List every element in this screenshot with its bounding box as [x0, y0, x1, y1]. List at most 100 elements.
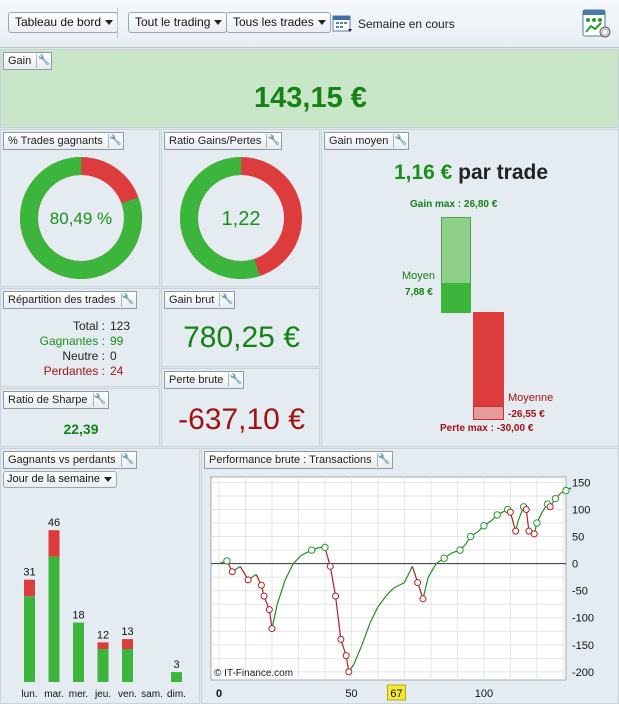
gain-marker: [551, 494, 560, 503]
bar-losers: [122, 639, 133, 649]
repartition-title-text: Répartition des trades: [8, 294, 116, 306]
gain-marker: [223, 557, 231, 565]
performance-title-text: Performance brute : Transactions: [209, 454, 372, 466]
max-loss-value: -30,00 €: [496, 423, 534, 434]
wrench-icon[interactable]: 🔧: [36, 54, 50, 68]
wrench-icon[interactable]: 🔧: [266, 134, 281, 148]
avg-gain-value: 1,16 €: [393, 161, 453, 184]
repartition-title: Répartition des trades 🔧: [3, 291, 137, 309]
x-tick-label: 50: [345, 688, 357, 700]
loss-marker: [419, 595, 427, 603]
avg-loss-label: Moyenne: [508, 392, 554, 404]
loss-marker: [522, 505, 530, 513]
dashboard-dropdown-label: Tableau de bord: [15, 15, 102, 29]
bar-total-label: 3: [173, 659, 179, 671]
ratio-panel: Ratio Gains/Pertes 🔧 1,22: [161, 129, 320, 287]
wrench-icon[interactable]: 🔧: [92, 393, 107, 407]
avg-loss-bar: [473, 406, 504, 420]
gross-gain-title-text: Gain brut: [169, 294, 215, 306]
period-label[interactable]: Semaine en cours: [358, 17, 455, 31]
gross-loss-value: -637,10 €: [178, 403, 305, 436]
repartition-values: 123 99 0 24: [110, 319, 130, 379]
performance-segment: [361, 622, 371, 646]
chevron-down-icon: [317, 20, 326, 25]
wrench-icon[interactable]: 🔧: [228, 373, 243, 387]
bar-winners: [171, 672, 182, 682]
dashboard-settings-icon[interactable]: [582, 8, 612, 40]
bar-total-label: 18: [72, 610, 84, 622]
wrench-icon[interactable]: 🔧: [120, 453, 135, 467]
day-filter-dropdown[interactable]: Jour de la semaine: [3, 471, 117, 488]
gain-marker: [480, 522, 488, 530]
gross-loss-title: Perte brute 🔧: [164, 371, 245, 389]
bar-category-label: mer.: [69, 689, 88, 700]
loss-marker: [525, 527, 533, 535]
bar-total-label: 46: [48, 517, 60, 529]
pct-winners-donut: [20, 157, 142, 279]
loss-marker: [244, 576, 252, 584]
performance-panel: Performance brute : Transactions 🔧 150 100…: [201, 448, 619, 704]
neutral-value: 0: [110, 349, 117, 363]
sharpe-title-text: Ratio de Sharpe: [8, 394, 88, 406]
performance-segment: [329, 566, 337, 597]
loss-marker: [512, 527, 520, 535]
y-tick-label: 0: [572, 559, 578, 571]
dashboard-dropdown[interactable]: Tableau de bord: [8, 12, 119, 33]
gross-gain-value: 780,25 €: [183, 321, 300, 354]
avg-win-bar: [441, 283, 471, 313]
copyright-label: © IT-Finance.com: [214, 668, 293, 679]
y-tick-label: -50: [572, 586, 588, 598]
loss-marker: [332, 592, 340, 600]
gain-marker: [466, 532, 475, 541]
performance-segment: [525, 509, 530, 532]
winners-vs-losers-title-text: Gagnants vs perdants: [8, 454, 116, 466]
bar-winners: [48, 556, 60, 682]
x-tick-label: 100: [475, 688, 493, 700]
winners-value: 99: [110, 334, 124, 348]
bar-category-label: mar.: [44, 689, 63, 700]
trades-dropdown[interactable]: Tous les trades: [226, 12, 331, 33]
gain-marker: [533, 519, 541, 527]
gain-title-text: Gain: [8, 55, 32, 67]
ratio-arc: [180, 157, 302, 279]
weekday-bar-chart: 31 lun. 46 mar. 18 mer. 12 jeu. 13 ven. sam. 3 dim.: [21, 517, 186, 700]
x-tick-label: 0: [216, 688, 222, 700]
wrench-icon[interactable]: 🔧: [219, 293, 233, 307]
calendar-icon[interactable]: [332, 13, 354, 35]
chevron-down-icon: [103, 477, 112, 482]
winners-label: Gagnantes :: [39, 334, 105, 348]
loss-marker: [414, 579, 422, 587]
pct-winners-panel: % Trades gagnants 🔧 80,49 %: [0, 129, 160, 287]
performance-segment: [393, 584, 400, 589]
wrench-icon[interactable]: 🔧: [107, 134, 122, 148]
losers-label: Perdantes :: [43, 364, 105, 378]
winners-vs-losers-title: Gagnants vs perdants 🔧: [3, 451, 137, 469]
performance-segment: [403, 571, 411, 583]
winners-vs-losers-panel: Gagnants vs perdants 🔧 Jour de la semaine…: [0, 448, 200, 704]
bar-total-label: 31: [23, 567, 35, 579]
performance-segment: [369, 606, 379, 624]
wrench-icon[interactable]: 🔧: [120, 293, 135, 307]
avg-gain-headline: 1,16 € par trade: [322, 161, 618, 185]
loss-marker: [530, 530, 538, 538]
total-label: Total :: [72, 319, 105, 333]
sharpe-panel: Ratio de Sharpe 🔧 22,39: [0, 388, 160, 447]
y-tick-label: -100: [572, 613, 594, 625]
repartition-labels: Total : Gagnantes : Neutre : Perdantes :: [1, 319, 105, 379]
chevron-down-icon: [105, 20, 114, 25]
trading-dropdown[interactable]: Tout le trading: [128, 12, 228, 33]
pct-winners-value: 80,49 %: [49, 209, 113, 228]
bar-category-label: jeu.: [94, 689, 111, 700]
sharpe-title: Ratio de Sharpe 🔧: [3, 391, 109, 409]
loss-marker: [265, 606, 273, 614]
avg-gain-panel: Gain moyen 🔧 1,16 € par trade Gain max : …: [321, 129, 619, 447]
highlight-x-label: 67: [390, 688, 402, 700]
wrench-icon[interactable]: 🔧: [393, 134, 408, 148]
avg-win-value: 7,88 €: [405, 287, 433, 298]
performance-segment: [334, 596, 342, 640]
max-loss-label-text: Perte max :: [440, 423, 494, 434]
sharpe-value: 22,39: [63, 421, 99, 437]
wrench-icon[interactable]: 🔧: [376, 453, 391, 467]
max-loss-label: Perte max : -30,00 €: [440, 423, 533, 434]
avg-gain-title: Gain moyen 🔧: [324, 132, 410, 150]
